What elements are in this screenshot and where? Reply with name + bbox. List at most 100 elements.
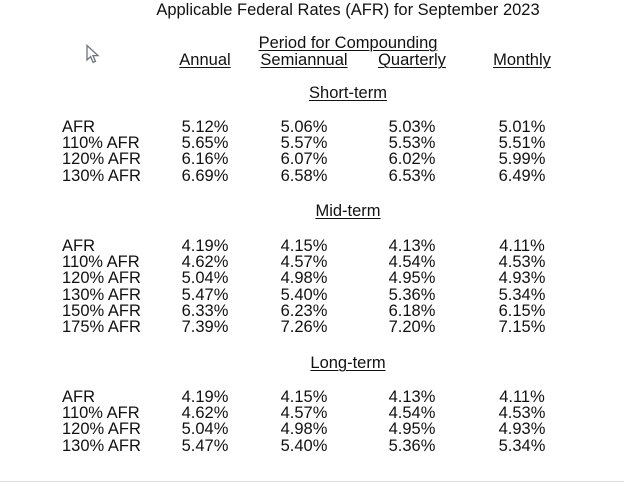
column-header-row: Annual Semiannual Quarterly Monthly bbox=[62, 51, 578, 69]
long-term-table: AFR 4.19% 4.15% 4.13% 4.11% 110% AFR 4.6… bbox=[62, 389, 578, 454]
section-heading-mid-term: Mid-term bbox=[315, 202, 381, 220]
rate-cell: 4.57% bbox=[280, 253, 328, 272]
column-header-semiannual: Semiannual bbox=[260, 51, 348, 69]
rate-cell: 5.53% bbox=[388, 134, 436, 153]
table-row: 110% AFR 5.65% 5.57% 5.53% 5.51% bbox=[62, 134, 578, 153]
rate-cell: 7.15% bbox=[498, 318, 546, 337]
row-label: AFR bbox=[62, 118, 95, 136]
rate-cell: 7.20% bbox=[388, 318, 436, 337]
rate-cell: 4.54% bbox=[388, 404, 436, 423]
rate-cell: 4.15% bbox=[280, 237, 328, 255]
rate-cell: 4.19% bbox=[181, 388, 229, 406]
column-header-monthly: Monthly bbox=[493, 51, 551, 69]
rate-cell: 5.47% bbox=[181, 285, 229, 304]
rate-cell: 4.54% bbox=[388, 253, 436, 272]
rate-cell: 5.40% bbox=[280, 436, 328, 455]
rate-cell: 4.57% bbox=[280, 404, 328, 423]
row-label: 130% AFR bbox=[62, 285, 141, 304]
rate-cell: 6.49% bbox=[498, 166, 546, 185]
row-label: AFR bbox=[62, 237, 95, 255]
rate-cell: 5.99% bbox=[498, 150, 546, 169]
column-header-quarterly: Quarterly bbox=[378, 51, 446, 69]
short-term-table: AFR 5.12% 5.06% 5.03% 5.01% 110% AFR 5.6… bbox=[62, 119, 578, 184]
rate-cell: 5.51% bbox=[498, 134, 546, 153]
row-label: 150% AFR bbox=[62, 301, 141, 320]
rate-cell: 4.53% bbox=[498, 404, 546, 423]
row-label: 110% AFR bbox=[62, 134, 140, 153]
rate-cell: 5.04% bbox=[181, 269, 229, 288]
rate-cell: 4.98% bbox=[280, 420, 328, 439]
rate-cell: 4.93% bbox=[498, 269, 546, 288]
rate-cell: 6.16% bbox=[181, 150, 229, 169]
rate-cell: 4.95% bbox=[388, 269, 436, 288]
table-row: AFR 4.19% 4.15% 4.13% 4.11% bbox=[62, 388, 578, 406]
rate-cell: 5.03% bbox=[388, 118, 436, 136]
rate-cell: 5.04% bbox=[181, 420, 229, 439]
rate-cell: 4.11% bbox=[499, 388, 545, 406]
row-label: AFR bbox=[62, 388, 95, 406]
rate-cell: 5.47% bbox=[181, 436, 229, 455]
table-row: 130% AFR 5.47% 5.40% 5.36% 5.34% bbox=[62, 285, 578, 304]
table-row: 120% AFR 5.04% 4.98% 4.95% 4.93% bbox=[62, 269, 578, 288]
rate-cell: 6.33% bbox=[181, 301, 229, 320]
rate-cell: 5.12% bbox=[181, 118, 229, 136]
rate-cell: 5.36% bbox=[388, 436, 436, 455]
rate-cell: 6.58% bbox=[280, 166, 328, 185]
rate-cell: 5.57% bbox=[280, 134, 328, 153]
rate-cell: 6.69% bbox=[181, 166, 229, 185]
rate-cell: 6.18% bbox=[388, 301, 436, 320]
rate-cell: 5.34% bbox=[498, 285, 546, 304]
table-row: 130% AFR 5.47% 5.40% 5.36% 5.34% bbox=[62, 436, 578, 455]
table-row: AFR 5.12% 5.06% 5.03% 5.01% bbox=[62, 118, 578, 136]
mid-term-table: AFR 4.19% 4.15% 4.13% 4.11% 110% AFR 4.6… bbox=[62, 237, 578, 337]
section-heading-short-term: Short-term bbox=[309, 84, 387, 102]
row-label: 130% AFR bbox=[62, 166, 141, 185]
table-row: 120% AFR 6.16% 6.07% 6.02% 5.99% bbox=[62, 150, 578, 169]
table-row: 110% AFR 4.62% 4.57% 4.54% 4.53% bbox=[62, 404, 578, 423]
rate-cell: 4.15% bbox=[280, 388, 328, 406]
table-row: 175% AFR 7.39% 7.26% 7.20% 7.15% bbox=[62, 318, 578, 337]
rate-cell: 6.23% bbox=[280, 301, 328, 320]
rate-cell: 6.07% bbox=[280, 150, 328, 169]
rate-cell: 6.15% bbox=[498, 301, 546, 320]
table-row: 150% AFR 6.33% 6.23% 6.18% 6.15% bbox=[62, 301, 578, 320]
row-label: 130% AFR bbox=[62, 436, 141, 455]
table-row: 110% AFR 4.62% 4.57% 4.54% 4.53% bbox=[62, 253, 578, 272]
row-label: 120% AFR bbox=[62, 420, 141, 439]
rate-cell: 4.19% bbox=[181, 237, 229, 255]
section-heading-long-term-wrap: Long-term bbox=[70, 355, 624, 372]
rate-cell: 4.95% bbox=[388, 420, 436, 439]
page-bottom-rule bbox=[0, 481, 624, 482]
rate-cell: 5.01% bbox=[498, 118, 546, 136]
rate-cell: 5.65% bbox=[181, 134, 229, 153]
row-label: 120% AFR bbox=[62, 150, 141, 169]
rate-cell: 6.53% bbox=[388, 166, 436, 185]
table-row: 120% AFR 5.04% 4.98% 4.95% 4.93% bbox=[62, 420, 578, 439]
rate-cell: 7.26% bbox=[280, 318, 328, 337]
compounding-heading: Period for Compounding bbox=[258, 34, 438, 52]
rate-cell: 5.34% bbox=[498, 436, 546, 455]
row-label: 175% AFR bbox=[62, 318, 141, 337]
rate-cell: 4.98% bbox=[280, 269, 328, 288]
page-title: Applicable Federal Rates (AFR) for Septe… bbox=[156, 1, 540, 19]
rate-cell: 4.93% bbox=[498, 420, 546, 439]
column-header-annual: Annual bbox=[179, 51, 231, 69]
section-heading-mid-term-wrap: Mid-term bbox=[70, 202, 624, 220]
rate-cell: 4.11% bbox=[499, 237, 545, 255]
rate-cell: 4.62% bbox=[181, 253, 229, 272]
rate-cell: 5.40% bbox=[280, 285, 328, 304]
rate-cell: 5.36% bbox=[388, 285, 436, 304]
table-row: AFR 4.19% 4.15% 4.13% 4.11% bbox=[62, 237, 578, 255]
rate-cell: 4.62% bbox=[181, 404, 229, 423]
rate-cell: 4.53% bbox=[498, 253, 546, 272]
table-row: 130% AFR 6.69% 6.58% 6.53% 6.49% bbox=[62, 166, 578, 185]
row-label: 120% AFR bbox=[62, 269, 141, 288]
rate-cell: 4.13% bbox=[388, 237, 436, 255]
rate-cell: 4.13% bbox=[388, 388, 436, 406]
section-heading-short-term-wrap: Short-term bbox=[70, 84, 624, 102]
rate-cell: 7.39% bbox=[181, 318, 229, 337]
row-label: 110% AFR bbox=[62, 253, 140, 272]
compounding-heading-wrap: Period for Compounding bbox=[70, 34, 624, 52]
rate-cell: 5.06% bbox=[280, 118, 328, 136]
